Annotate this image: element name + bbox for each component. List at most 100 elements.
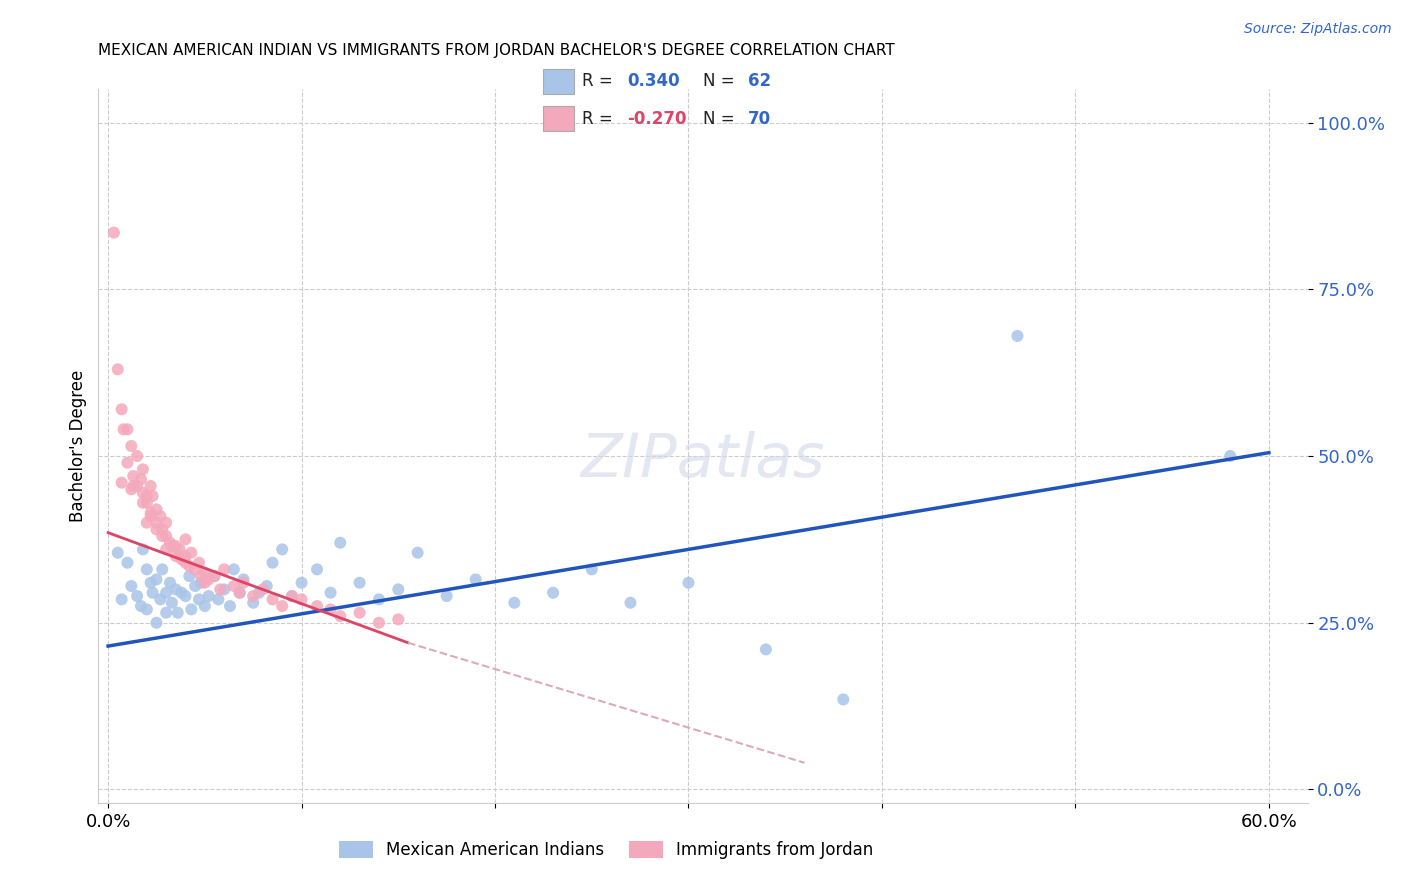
Point bbox=[184, 562, 207, 576]
Bar bbox=[543, 70, 574, 95]
Point bbox=[139, 479, 162, 493]
Text: MEXICAN AMERICAN INDIAN VS IMMIGRANTS FROM JORDAN BACHELOR'S DEGREE CORRELATION : MEXICAN AMERICAN INDIAN VS IMMIGRANTS FR… bbox=[98, 43, 896, 58]
Point bbox=[155, 542, 177, 557]
Point bbox=[127, 479, 149, 493]
Point bbox=[832, 692, 855, 706]
Point bbox=[150, 562, 173, 576]
Point bbox=[242, 596, 264, 610]
Point bbox=[166, 606, 188, 620]
Point bbox=[120, 483, 142, 497]
Point bbox=[159, 575, 181, 590]
Point bbox=[155, 529, 177, 543]
Point bbox=[145, 502, 167, 516]
Point bbox=[387, 582, 409, 597]
Point bbox=[165, 549, 187, 563]
Point bbox=[127, 449, 149, 463]
Point bbox=[242, 589, 264, 603]
Point bbox=[107, 362, 129, 376]
Point bbox=[169, 549, 191, 563]
Point bbox=[194, 566, 217, 580]
Point bbox=[111, 402, 134, 417]
Text: Source: ZipAtlas.com: Source: ZipAtlas.com bbox=[1244, 22, 1392, 37]
Point bbox=[197, 589, 219, 603]
Point bbox=[228, 585, 250, 599]
Point bbox=[262, 592, 284, 607]
Point bbox=[117, 556, 139, 570]
Point bbox=[107, 546, 129, 560]
Point bbox=[207, 592, 229, 607]
Y-axis label: Bachelor's Degree: Bachelor's Degree bbox=[69, 370, 87, 522]
Point bbox=[581, 562, 603, 576]
Point bbox=[139, 509, 162, 524]
Point bbox=[194, 575, 217, 590]
Text: -0.270: -0.270 bbox=[627, 111, 686, 128]
Point bbox=[1007, 329, 1029, 343]
Point bbox=[170, 552, 193, 566]
Point bbox=[149, 509, 172, 524]
Point bbox=[117, 456, 139, 470]
Point bbox=[252, 582, 274, 597]
Point bbox=[179, 569, 201, 583]
Point bbox=[368, 615, 391, 630]
Point bbox=[139, 506, 162, 520]
Point bbox=[232, 573, 254, 587]
Point bbox=[290, 575, 312, 590]
Point bbox=[222, 562, 245, 576]
Point bbox=[219, 599, 242, 613]
Point bbox=[111, 592, 134, 607]
Point bbox=[135, 562, 157, 576]
Point bbox=[174, 533, 197, 547]
Point bbox=[122, 479, 145, 493]
Point bbox=[117, 422, 139, 436]
Point bbox=[281, 589, 304, 603]
Point bbox=[329, 535, 352, 549]
Point bbox=[132, 496, 155, 510]
Point bbox=[145, 615, 167, 630]
Point bbox=[319, 602, 342, 616]
Point bbox=[127, 589, 149, 603]
Point bbox=[256, 579, 278, 593]
Point bbox=[305, 599, 328, 613]
Point bbox=[179, 559, 201, 574]
Point bbox=[329, 609, 352, 624]
Point bbox=[180, 546, 202, 560]
Point bbox=[197, 573, 219, 587]
Point bbox=[174, 589, 197, 603]
Point bbox=[112, 422, 135, 436]
Point bbox=[160, 596, 183, 610]
Point bbox=[142, 489, 165, 503]
Bar bbox=[543, 105, 574, 130]
Point bbox=[262, 556, 284, 570]
Point bbox=[232, 575, 254, 590]
Point bbox=[120, 579, 142, 593]
Point bbox=[188, 556, 211, 570]
Point bbox=[129, 472, 152, 486]
Point bbox=[165, 582, 187, 597]
Point bbox=[184, 579, 207, 593]
Point bbox=[271, 599, 294, 613]
Point bbox=[145, 522, 167, 536]
Point bbox=[135, 516, 157, 530]
Point bbox=[155, 606, 177, 620]
Point bbox=[194, 599, 217, 613]
Text: ZIPatlas: ZIPatlas bbox=[581, 431, 825, 490]
Point bbox=[349, 575, 371, 590]
Point bbox=[111, 475, 134, 490]
Text: 62: 62 bbox=[748, 72, 770, 90]
Point bbox=[281, 589, 304, 603]
Point bbox=[165, 539, 187, 553]
Point bbox=[387, 612, 409, 626]
Point bbox=[150, 522, 173, 536]
Point bbox=[678, 575, 700, 590]
Point bbox=[103, 226, 125, 240]
Point bbox=[503, 596, 526, 610]
Point bbox=[368, 592, 391, 607]
Point bbox=[149, 592, 172, 607]
Point bbox=[139, 575, 162, 590]
Text: N =: N = bbox=[703, 111, 740, 128]
Text: 70: 70 bbox=[748, 111, 770, 128]
Point bbox=[464, 573, 486, 587]
Legend: Mexican American Indians, Immigrants from Jordan: Mexican American Indians, Immigrants fro… bbox=[333, 834, 880, 866]
Point bbox=[135, 496, 157, 510]
Text: R =: R = bbox=[582, 111, 619, 128]
